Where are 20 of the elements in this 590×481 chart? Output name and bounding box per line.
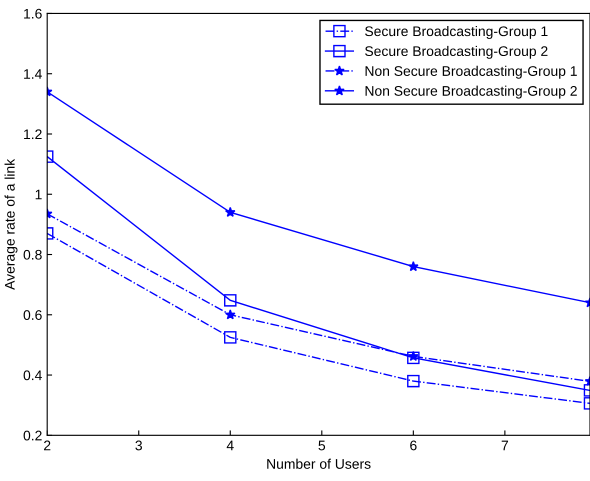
legend-label: Non Secure Broadcasting-Group 1 bbox=[366, 66, 577, 79]
x-axis-title: Number of Users bbox=[267, 458, 371, 469]
legend-label: Secure Broadcasting-Group 2 bbox=[365, 46, 548, 59]
x-tick-label: 3 bbox=[135, 440, 142, 450]
x-tick-label: 2 bbox=[44, 440, 50, 450]
y-axis-title: Average rate of a link bbox=[4, 158, 18, 290]
y-tick-label: 0.4 bbox=[24, 370, 42, 380]
x-tick-label: 4 bbox=[226, 440, 234, 450]
legend-label: Secure Broadcasting-Group 1 bbox=[365, 26, 548, 39]
x-tick-label: 6 bbox=[410, 440, 417, 450]
y-tick-label: 0.8 bbox=[24, 250, 42, 260]
y-tick-label: 1.2 bbox=[24, 129, 42, 140]
y-tick-label: 0.2 bbox=[24, 430, 42, 440]
y-tick-label: 1.6 bbox=[24, 8, 42, 19]
y-tick-label: 1 bbox=[36, 190, 42, 200]
x-tick-label: 5 bbox=[318, 440, 326, 450]
y-tick-label: 1.4 bbox=[24, 69, 42, 79]
x-tick-label: 7 bbox=[502, 440, 508, 450]
y-tick-label: 0.6 bbox=[24, 310, 42, 320]
legend-label: Non Secure Broadcasting-Group 2 bbox=[366, 86, 577, 99]
